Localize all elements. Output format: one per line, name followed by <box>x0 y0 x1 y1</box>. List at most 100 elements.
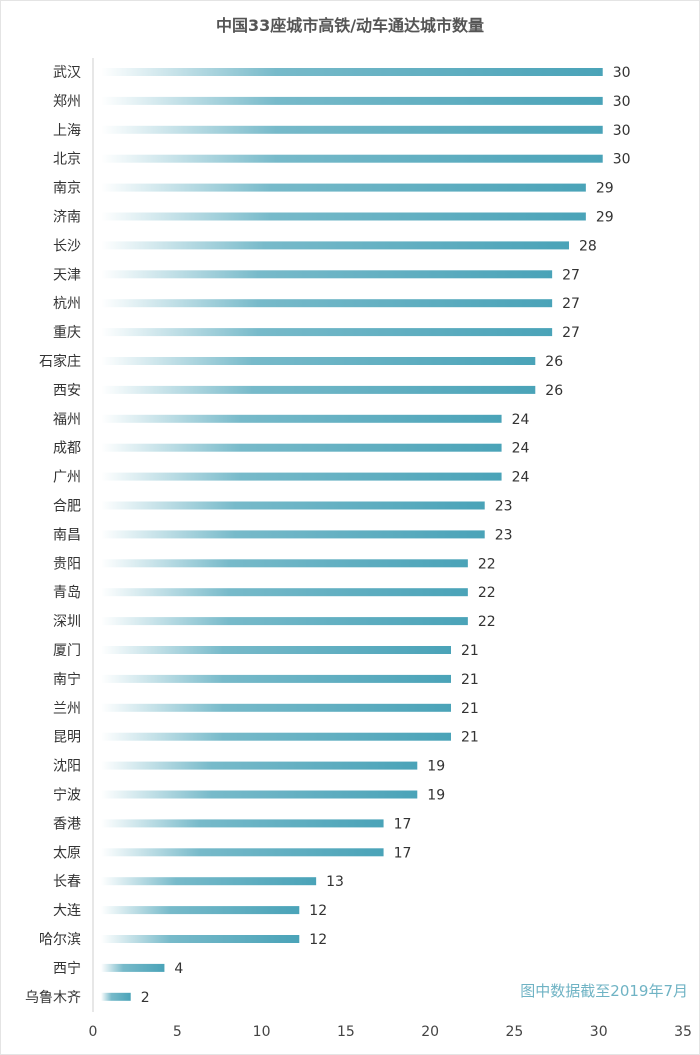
bar <box>101 819 384 828</box>
category-label: 宁波 <box>53 787 81 804</box>
category-label: 杭州 <box>53 296 81 312</box>
x-tick-label: 20 <box>421 1024 439 1040</box>
category-label: 沈阳 <box>53 759 81 775</box>
data-label: 29 <box>596 210 614 226</box>
category-label: 上海 <box>53 123 81 139</box>
data-label: 24 <box>512 441 530 457</box>
bar <box>101 906 300 915</box>
bar <box>101 790 418 799</box>
data-label: 27 <box>562 296 580 312</box>
data-label: 21 <box>461 672 479 688</box>
data-label: 21 <box>461 730 479 746</box>
bar <box>101 992 131 1001</box>
bar <box>101 703 451 712</box>
bar <box>101 848 384 857</box>
x-tick-label: 5 <box>173 1024 182 1040</box>
data-label: 28 <box>579 238 597 254</box>
category-label: 北京 <box>53 152 81 168</box>
bar <box>101 617 468 626</box>
x-tick-label: 0 <box>89 1024 98 1040</box>
data-label: 17 <box>394 845 412 861</box>
bar <box>101 154 603 163</box>
data-label: 24 <box>512 470 530 486</box>
data-label: 30 <box>613 65 631 81</box>
category-label: 哈尔滨 <box>39 932 81 948</box>
category-label: 青岛 <box>53 585 81 601</box>
category-label: 长春 <box>53 874 81 890</box>
data-label: 19 <box>427 759 445 775</box>
data-label: 21 <box>461 643 479 659</box>
category-label: 乌鲁木齐 <box>25 990 81 1006</box>
data-label: 26 <box>545 383 563 399</box>
bar <box>101 212 586 221</box>
data-label: 17 <box>394 816 412 832</box>
data-date-note: 图中数据截至2019年7月 <box>520 982 688 1000</box>
data-label: 22 <box>478 556 496 572</box>
bar <box>101 674 451 683</box>
category-label: 石家庄 <box>39 353 81 370</box>
bar <box>101 96 603 105</box>
category-label: 武汉 <box>53 65 81 81</box>
x-tick-label: 30 <box>590 1024 608 1040</box>
bar <box>101 530 485 539</box>
bar <box>101 646 451 654</box>
bar <box>101 588 468 597</box>
bar <box>101 414 502 423</box>
bar <box>101 935 300 943</box>
bar <box>101 299 553 308</box>
data-label: 22 <box>478 585 496 601</box>
category-label: 郑州 <box>53 94 81 110</box>
x-tick-label: 10 <box>253 1024 271 1040</box>
data-label: 13 <box>326 874 344 890</box>
category-label: 南昌 <box>53 527 81 543</box>
data-label: 2 <box>141 990 150 1006</box>
category-label: 长沙 <box>53 238 81 254</box>
bar <box>101 328 553 337</box>
data-label: 22 <box>478 614 496 630</box>
category-label: 昆明 <box>53 730 81 746</box>
category-label: 成都 <box>53 441 81 457</box>
category-label: 西安 <box>53 383 81 399</box>
data-label: 21 <box>461 701 479 717</box>
category-label: 深圳 <box>53 614 81 630</box>
bar <box>101 183 586 192</box>
category-label: 西宁 <box>53 960 81 977</box>
category-label: 重庆 <box>53 325 81 341</box>
category-label: 济南 <box>53 210 81 226</box>
data-label: 12 <box>309 903 327 919</box>
data-label: 27 <box>562 325 580 341</box>
bar <box>101 732 451 741</box>
category-label: 兰州 <box>53 701 81 717</box>
x-tick-label: 35 <box>674 1024 692 1040</box>
data-label: 23 <box>495 527 513 543</box>
data-label: 23 <box>495 499 513 515</box>
bar <box>101 963 165 972</box>
category-label: 太原 <box>53 845 81 861</box>
category-label: 大连 <box>53 903 81 919</box>
bar <box>101 357 536 365</box>
data-label: 4 <box>174 961 183 977</box>
data-label: 30 <box>613 152 631 168</box>
data-label: 12 <box>309 932 327 948</box>
bar <box>101 241 569 250</box>
bar <box>101 68 603 76</box>
category-label: 南京 <box>53 181 81 197</box>
data-label: 19 <box>427 788 445 804</box>
category-label: 贵阳 <box>53 556 81 572</box>
data-label: 29 <box>596 181 614 197</box>
bar <box>101 559 468 568</box>
chart-title: 中国33座城市高铁/动车通达城市数量 <box>215 16 485 35</box>
bar <box>101 472 502 481</box>
category-label: 香港 <box>53 816 81 832</box>
category-label: 天津 <box>53 267 81 283</box>
data-label: 24 <box>512 412 530 428</box>
bar <box>101 270 553 279</box>
data-label: 26 <box>545 354 563 370</box>
category-label: 福州 <box>53 412 81 428</box>
data-label: 30 <box>613 94 631 110</box>
data-label: 27 <box>562 267 580 283</box>
bar <box>101 125 603 134</box>
x-tick-label: 25 <box>506 1024 524 1040</box>
bar <box>101 501 485 510</box>
